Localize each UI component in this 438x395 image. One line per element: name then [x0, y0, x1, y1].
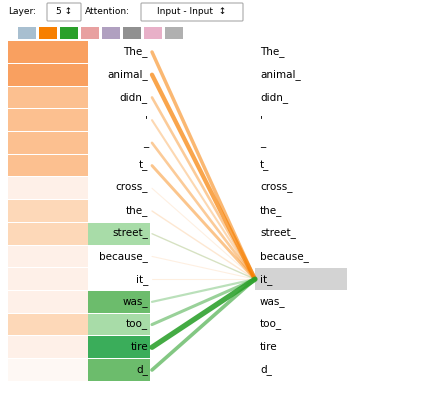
Bar: [8, 337, 88, 358]
Text: animal_: animal_: [260, 69, 301, 80]
Text: didn_: didn_: [120, 92, 148, 103]
Text: t_: t_: [260, 160, 269, 171]
Bar: [88, 223, 150, 245]
Text: d_: d_: [260, 365, 272, 376]
Text: tire: tire: [260, 342, 278, 352]
Bar: [60, 27, 78, 39]
Bar: [8, 291, 88, 313]
Text: The_: The_: [260, 47, 285, 57]
Bar: [88, 359, 150, 381]
Text: Attention:: Attention:: [85, 8, 130, 17]
Bar: [8, 155, 88, 177]
Text: animal_: animal_: [107, 69, 148, 80]
Bar: [8, 246, 88, 267]
Text: street_: street_: [260, 229, 296, 239]
Bar: [88, 314, 150, 335]
Text: it_: it_: [136, 274, 148, 284]
Text: cross_: cross_: [260, 183, 293, 193]
Text: was_: was_: [122, 297, 148, 307]
Text: _: _: [143, 138, 148, 148]
Bar: [8, 268, 88, 290]
FancyBboxPatch shape: [141, 3, 243, 21]
Text: too_: too_: [126, 320, 148, 330]
Bar: [8, 87, 88, 108]
Text: didn_: didn_: [260, 92, 288, 103]
Text: Layer:: Layer:: [8, 8, 36, 17]
Text: because_: because_: [99, 251, 148, 262]
Text: Input - Input  ↕: Input - Input ↕: [157, 8, 226, 17]
Text: t_: t_: [138, 160, 148, 171]
Bar: [88, 291, 150, 313]
Bar: [102, 27, 120, 39]
Bar: [8, 132, 88, 154]
Text: tire: tire: [131, 342, 148, 352]
Text: the_: the_: [260, 205, 283, 216]
Bar: [88, 337, 150, 358]
Bar: [123, 27, 141, 39]
Bar: [165, 27, 183, 39]
Text: too_: too_: [260, 320, 282, 330]
Bar: [8, 41, 88, 63]
Bar: [8, 200, 88, 222]
Text: cross_: cross_: [116, 183, 148, 193]
Bar: [39, 27, 57, 39]
Bar: [8, 314, 88, 335]
Bar: [255, 268, 347, 290]
Bar: [144, 27, 162, 39]
Text: The_: The_: [124, 47, 148, 57]
Text: ': ': [145, 115, 148, 125]
Text: d_: d_: [136, 365, 148, 376]
Text: because_: because_: [260, 251, 309, 262]
Text: the_: the_: [126, 205, 148, 216]
Text: it_: it_: [260, 274, 272, 284]
Text: _: _: [260, 138, 265, 148]
Text: was_: was_: [260, 297, 286, 307]
Bar: [8, 223, 88, 245]
Bar: [8, 109, 88, 131]
Bar: [8, 359, 88, 381]
Text: street_: street_: [112, 229, 148, 239]
FancyBboxPatch shape: [47, 3, 81, 21]
Text: ': ': [260, 115, 263, 125]
Text: 5 ↕: 5 ↕: [56, 8, 72, 17]
Bar: [8, 64, 88, 86]
Bar: [18, 27, 36, 39]
Bar: [81, 27, 99, 39]
Bar: [8, 177, 88, 199]
